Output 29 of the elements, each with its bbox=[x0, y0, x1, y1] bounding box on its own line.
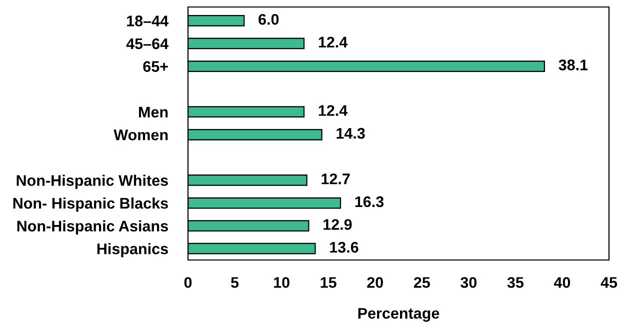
data-label: 12.7 bbox=[322, 174, 350, 184]
data-label: 12.9 bbox=[324, 219, 352, 230]
x-tick-label: 0 bbox=[184, 277, 192, 288]
y-tick-label: Non- Hispanic Blacks bbox=[13, 197, 168, 212]
data-label: 6.0 bbox=[258, 14, 279, 25]
y-tick-label: Non-Hispanic Asians bbox=[17, 220, 168, 235]
x-tick-label: 10 bbox=[274, 277, 290, 288]
data-label: 12.4 bbox=[318, 36, 348, 48]
y-tick-label: Women bbox=[114, 130, 168, 140]
data-label: 12.4 bbox=[318, 105, 348, 116]
y-tick-label: Men bbox=[139, 106, 168, 118]
x-tick-label: 25 bbox=[414, 277, 430, 288]
y-tick-label: 65+ bbox=[143, 61, 168, 72]
data-label: 38.1 bbox=[558, 60, 588, 70]
data-label: 14.3 bbox=[336, 128, 365, 139]
data-label: 16.3 bbox=[355, 196, 384, 208]
y-tick-label: 45–64 bbox=[126, 38, 168, 50]
x-tick-label: 20 bbox=[367, 277, 383, 288]
x-tick-label: 5 bbox=[231, 277, 239, 288]
y-tick-label: Non-Hispanic Whites bbox=[16, 174, 168, 189]
data-label: 13.6 bbox=[330, 242, 358, 253]
x-tick-label: 30 bbox=[460, 277, 477, 288]
x-axis-title: Percentage bbox=[358, 308, 440, 322]
x-tick-label: 40 bbox=[554, 277, 570, 288]
y-tick-label: Hispanics bbox=[97, 243, 168, 258]
x-tick-label: 15 bbox=[320, 277, 336, 288]
y-tick-label: 18–44 bbox=[127, 16, 168, 26]
x-tick-label: 35 bbox=[507, 277, 524, 288]
x-tick-label: 45 bbox=[600, 277, 618, 288]
